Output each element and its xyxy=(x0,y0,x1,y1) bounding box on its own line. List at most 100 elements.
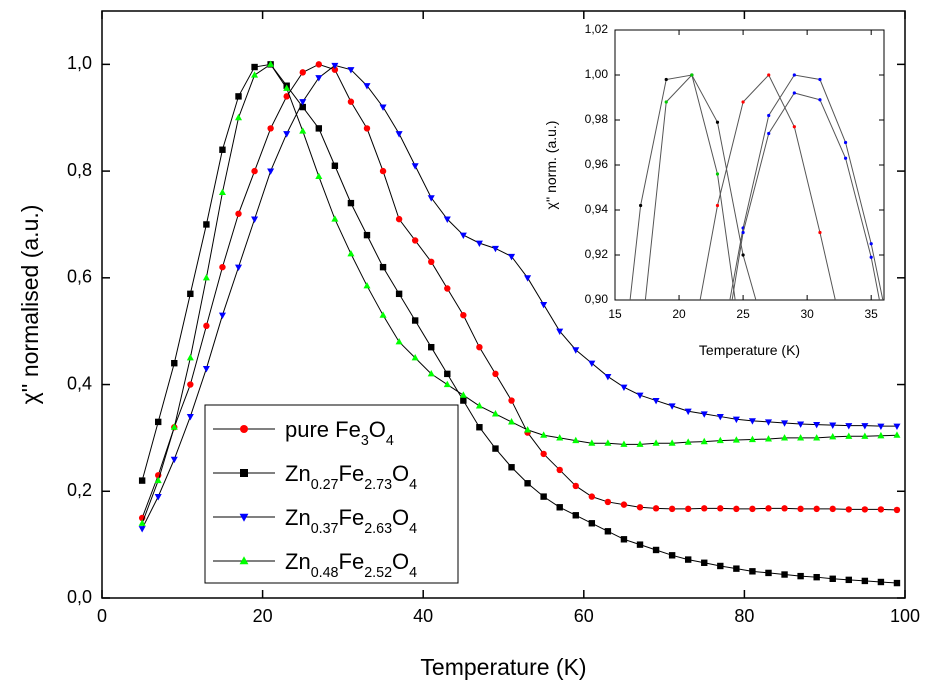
data-point xyxy=(717,562,724,570)
data-point xyxy=(347,199,355,207)
y-tick-label: 0,2 xyxy=(67,480,92,500)
data-point xyxy=(877,506,885,513)
data-point xyxy=(715,203,720,208)
data-point xyxy=(764,419,773,426)
data-point xyxy=(818,230,822,235)
x-axis-label: Temperature (K) xyxy=(699,342,800,358)
data-point xyxy=(732,436,740,443)
data-point xyxy=(701,559,708,566)
data-point xyxy=(690,73,694,77)
data-point xyxy=(829,422,837,429)
data-point xyxy=(732,416,740,424)
data-point xyxy=(234,264,243,271)
data-point xyxy=(171,360,178,367)
data-point xyxy=(845,423,853,430)
data-point xyxy=(636,440,644,447)
x-tick-label: 20 xyxy=(253,606,273,626)
data-point xyxy=(492,370,499,378)
data-point xyxy=(428,258,435,266)
data-point xyxy=(716,414,724,421)
data-point xyxy=(331,66,339,73)
data-point xyxy=(508,253,516,261)
data-point xyxy=(845,506,852,513)
y-tick-label: 0,8 xyxy=(67,160,92,180)
data-point xyxy=(395,290,403,298)
data-point xyxy=(700,437,708,445)
data-point xyxy=(781,571,788,578)
x-tick-label: 0 xyxy=(97,606,107,626)
data-point xyxy=(459,232,467,239)
legend-marker xyxy=(240,469,248,477)
data-point xyxy=(299,99,307,106)
data-point xyxy=(604,498,612,506)
data-point xyxy=(363,281,371,289)
data-point xyxy=(765,569,772,577)
data-point xyxy=(620,384,628,392)
data-point xyxy=(701,505,708,512)
data-point xyxy=(792,91,796,95)
data-point xyxy=(813,573,820,581)
data-point xyxy=(572,482,579,490)
data-point xyxy=(331,162,339,169)
data-point xyxy=(186,354,194,361)
data-point xyxy=(797,434,805,441)
data-point xyxy=(717,505,724,512)
x-tick-label: 60 xyxy=(574,606,594,626)
x-tick-label: 100 xyxy=(890,606,920,626)
data-point xyxy=(829,505,836,513)
data-point xyxy=(829,575,836,582)
data-point xyxy=(636,504,644,511)
data-point xyxy=(202,365,210,373)
data-point xyxy=(138,526,146,533)
data-point xyxy=(219,146,226,153)
data-point xyxy=(347,249,355,257)
y-tick-label: 0,96 xyxy=(585,157,609,171)
data-point xyxy=(154,476,162,484)
data-point xyxy=(556,328,564,336)
data-point xyxy=(556,466,563,474)
x-tick-label: 80 xyxy=(734,606,754,626)
data-point xyxy=(540,493,547,500)
legend-label: Zn0.27Fe2.73O4 xyxy=(285,461,417,493)
data-point xyxy=(620,501,628,508)
data-point xyxy=(475,240,483,247)
legend-label: Zn0.48Fe2.52O4 xyxy=(285,549,417,581)
data-point xyxy=(155,418,162,426)
data-point xyxy=(395,338,403,345)
data-point xyxy=(668,505,676,513)
data-point xyxy=(540,431,548,438)
data-point xyxy=(315,75,323,82)
data-point xyxy=(491,245,499,253)
data-point xyxy=(427,195,435,202)
data-point xyxy=(684,408,692,416)
data-point xyxy=(741,100,745,104)
series-line xyxy=(141,64,897,529)
data-point xyxy=(764,435,773,442)
data-point xyxy=(251,167,258,175)
y-axis-label: χ'' normalised (a.u.) xyxy=(17,205,43,405)
x-tick-label: 35 xyxy=(865,307,879,321)
data-point xyxy=(861,432,869,439)
data-point xyxy=(572,512,579,519)
data-point xyxy=(818,77,822,82)
data-point xyxy=(187,290,194,298)
data-point xyxy=(604,373,612,381)
data-point xyxy=(765,505,772,512)
data-point xyxy=(684,438,692,445)
data-point xyxy=(877,431,885,439)
data-point xyxy=(411,354,419,361)
legend-box xyxy=(204,404,459,584)
series-line xyxy=(731,92,880,300)
plot-area xyxy=(138,60,901,587)
legend-label: Zn0.37Fe2.63O4 xyxy=(285,505,417,537)
data-point xyxy=(379,104,387,111)
data-point xyxy=(411,163,419,170)
data-point xyxy=(524,480,531,487)
data-point xyxy=(524,426,532,433)
data-point xyxy=(813,434,821,441)
y-tick-label: 1,02 xyxy=(585,22,609,36)
data-point xyxy=(748,418,756,425)
data-point xyxy=(716,436,724,444)
y-tick-label: 0,94 xyxy=(585,202,609,216)
data-point xyxy=(556,504,563,511)
